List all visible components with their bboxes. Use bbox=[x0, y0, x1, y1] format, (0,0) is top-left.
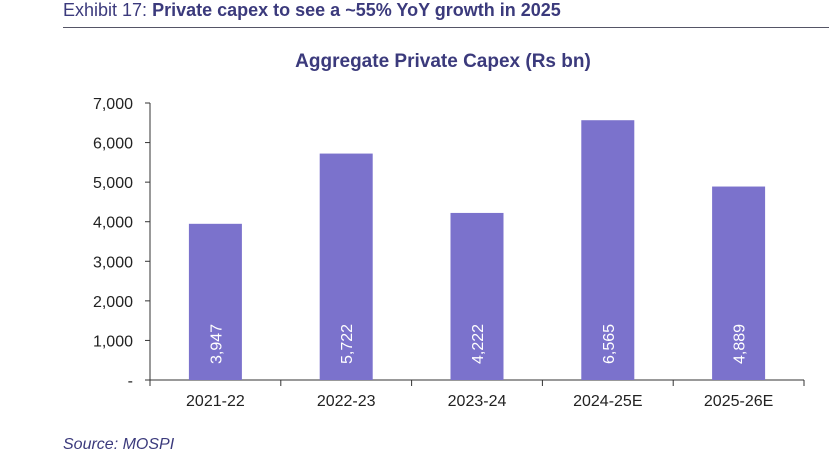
bar-2022-23 bbox=[319, 153, 373, 380]
exhibit-header: Exhibit 17: Private capex to see a ~55% … bbox=[63, 0, 561, 21]
x-tick-label: 2023-24 bbox=[448, 393, 507, 410]
bar-value-label: 3,947 bbox=[208, 324, 225, 364]
source-note: Source: MOSPI bbox=[63, 436, 175, 453]
x-tick-label: 2024-25E bbox=[573, 393, 642, 410]
y-tick-label: 6,000 bbox=[93, 136, 133, 153]
bar-chart: Aggregate Private Capex (Rs bn) - 1,000 2,… bbox=[93, 51, 805, 410]
y-axis: - 1,000 2,000 3,000 4,000 5,000 6,000 7,000 bbox=[93, 96, 151, 390]
bar-value-label: 5,722 bbox=[339, 324, 356, 364]
y-tick-label: - bbox=[128, 373, 133, 390]
exhibit-title: Private capex to see a ~55% YoY growth i… bbox=[152, 0, 561, 20]
y-tick-label: 7,000 bbox=[93, 96, 133, 113]
bar-value-label: 4,889 bbox=[732, 324, 749, 364]
y-tick-label: 5,000 bbox=[93, 175, 133, 192]
bar-value-label: 4,222 bbox=[470, 324, 487, 364]
exhibit-number: Exhibit 17: bbox=[63, 0, 148, 20]
header-divider bbox=[63, 27, 829, 28]
y-tick-label: 3,000 bbox=[93, 254, 133, 271]
bar-2025-26E bbox=[712, 186, 766, 380]
x-axis: 2021-22 2022-23 2023-24 2024-25E 2025-26E bbox=[149, 379, 805, 410]
bar-2024-25E bbox=[581, 120, 635, 381]
y-tick-label: 4,000 bbox=[93, 215, 133, 232]
x-tick-label: 2021-22 bbox=[186, 393, 245, 410]
x-tick-label: 2025-26E bbox=[704, 393, 773, 410]
bar-2023-24 bbox=[450, 212, 504, 380]
y-tick-label: 2,000 bbox=[93, 294, 133, 311]
bar-value-label: 6,565 bbox=[601, 324, 618, 364]
y-tick-label: 1,000 bbox=[93, 333, 133, 350]
bar-2021-22 bbox=[188, 223, 242, 380]
x-tick-label: 2022-23 bbox=[317, 393, 376, 410]
bars: 3,947 5,722 4,222 6,565 4,889 bbox=[188, 120, 766, 381]
chart-title: Aggregate Private Capex (Rs bn) bbox=[295, 51, 591, 72]
